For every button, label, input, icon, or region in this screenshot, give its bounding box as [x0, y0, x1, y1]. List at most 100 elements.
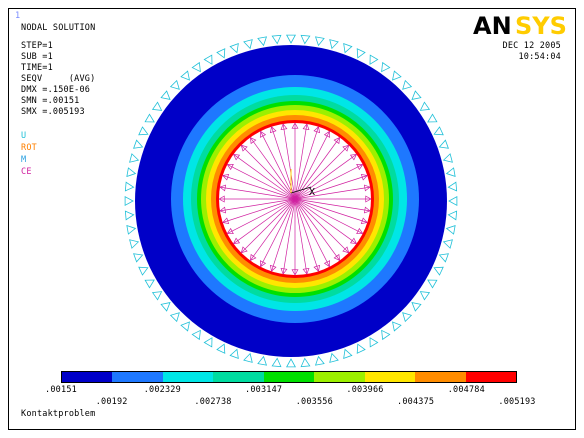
constraint-triangle: [300, 357, 311, 368]
time-text: 10:54:04: [518, 52, 561, 62]
constraint-triangle: [445, 224, 456, 235]
constraint-triangle: [169, 312, 180, 323]
constraint-triangle: [257, 355, 268, 366]
constraint-triangle: [133, 139, 144, 149]
constraint-triangle: [271, 34, 282, 45]
constraint-triangle: [133, 253, 144, 263]
constraint-triangle: [442, 153, 453, 163]
constraint-spoke: [294, 126, 319, 200]
legend-swatch: [112, 372, 163, 382]
constraint-spoke: [222, 175, 296, 200]
constraint-spoke: [294, 198, 340, 261]
ce-triangle: [219, 206, 227, 214]
legend-value-bottom: .00192: [95, 397, 128, 407]
ce-triangle: [363, 184, 371, 192]
constraint-triangle: [356, 343, 366, 354]
legend-swatch: [415, 372, 466, 382]
constraint-triangle: [433, 266, 444, 276]
constraint-triangle: [419, 101, 431, 111]
legend-swatch: [263, 372, 315, 382]
ce-triangle: [360, 217, 368, 225]
ce-triangle: [302, 123, 310, 131]
legend-value-bottom: .002738: [194, 397, 232, 407]
constraint-triangle: [203, 54, 213, 65]
constraint-spoke: [260, 198, 296, 267]
svg-text:AN: AN: [473, 12, 512, 39]
legend-value-bottom: .003556: [295, 397, 333, 407]
legend-swatch: [162, 372, 214, 382]
constraint-spoke: [250, 198, 296, 261]
constraint-spoke: [294, 198, 330, 267]
ce-triangle: [349, 153, 358, 161]
ce-triangle: [219, 184, 227, 192]
info-line-smx: SMX =.005193: [21, 107, 85, 117]
constraint-triangle: [392, 321, 402, 332]
constraint-triangle: [191, 329, 201, 341]
ce-triangle: [333, 136, 341, 145]
constraint-spoke: [294, 198, 371, 212]
constraint-spoke: [282, 123, 296, 200]
ce-triangle: [226, 163, 234, 171]
ce-triangle: [323, 130, 331, 138]
constraint-triangle: [151, 291, 163, 301]
graphics-viewport[interactable]: 1 AN SYS NODAL SOLUTION STEP=1 SUB =1 TI…: [8, 8, 576, 430]
constraint-triangle: [314, 36, 325, 47]
info-line-seqv: SEQV (AVG): [21, 74, 96, 84]
constraint-triangle: [144, 113, 155, 123]
ce-triangle: [232, 237, 241, 245]
constraint-spoke: [294, 131, 330, 200]
constraint-triangle: [419, 291, 431, 301]
legend-swatch: [62, 372, 113, 382]
constraint-spoke: [222, 198, 296, 223]
ce-triangle: [259, 260, 267, 268]
constraint-triangle: [229, 348, 239, 359]
constraint-triangle: [369, 337, 379, 348]
constraint-triangle: [356, 48, 366, 59]
ce-triangle: [349, 237, 358, 245]
constraint-triangle: [402, 312, 413, 323]
constraint-spoke: [233, 198, 296, 244]
legend-swatch: [314, 372, 365, 382]
constraint-triangle: [126, 224, 137, 235]
constraint-triangle: [129, 239, 140, 249]
constraint-triangle: [126, 167, 137, 178]
ce-triangle: [291, 122, 299, 129]
constraint-triangle: [438, 253, 449, 263]
constraint-triangle: [369, 54, 379, 65]
ce-triangle: [365, 195, 372, 203]
info-line-smn: SMN =.00151: [21, 96, 80, 106]
ce-triangle: [222, 217, 230, 225]
ce-triangle: [249, 253, 257, 262]
ce-triangle: [363, 206, 371, 214]
legend-value-top: .003966: [346, 385, 384, 395]
coordinate-triad: X: [290, 169, 315, 198]
ce-triangle: [356, 163, 364, 171]
constraint-spoke: [241, 198, 296, 253]
constraint-triangle: [329, 352, 339, 363]
constraint-triangle: [381, 329, 391, 341]
window-number: 1: [15, 11, 21, 21]
constraint-triangle: [314, 355, 325, 366]
symbol-ce: CE: [21, 167, 32, 177]
ce-triangle: [360, 173, 368, 181]
contour-color-legend: [61, 371, 517, 383]
ce-triangle: [302, 267, 310, 275]
ce-triangle: [313, 126, 321, 134]
legend-value-top: .004784: [447, 385, 485, 395]
constraint-spoke: [250, 137, 296, 200]
constraint-spoke: [294, 145, 349, 200]
constraint-triangle: [169, 79, 180, 90]
constraint-triangle: [427, 279, 438, 289]
constraint-spoke: [294, 198, 368, 223]
constraint-triangle: [427, 113, 438, 123]
legend-value-bottom: .004375: [397, 397, 435, 407]
contour-plot: X: [124, 34, 458, 368]
ce-triangle: [280, 267, 288, 275]
plot-title: NODAL SOLUTION: [21, 23, 96, 33]
constraint-triangle: [447, 181, 458, 192]
constraint-spoke: [294, 175, 368, 200]
constraint-triangle: [442, 239, 453, 249]
constraint-triangle: [138, 266, 149, 276]
constraint-triangle: [191, 61, 201, 73]
ce-triangle: [269, 126, 277, 134]
